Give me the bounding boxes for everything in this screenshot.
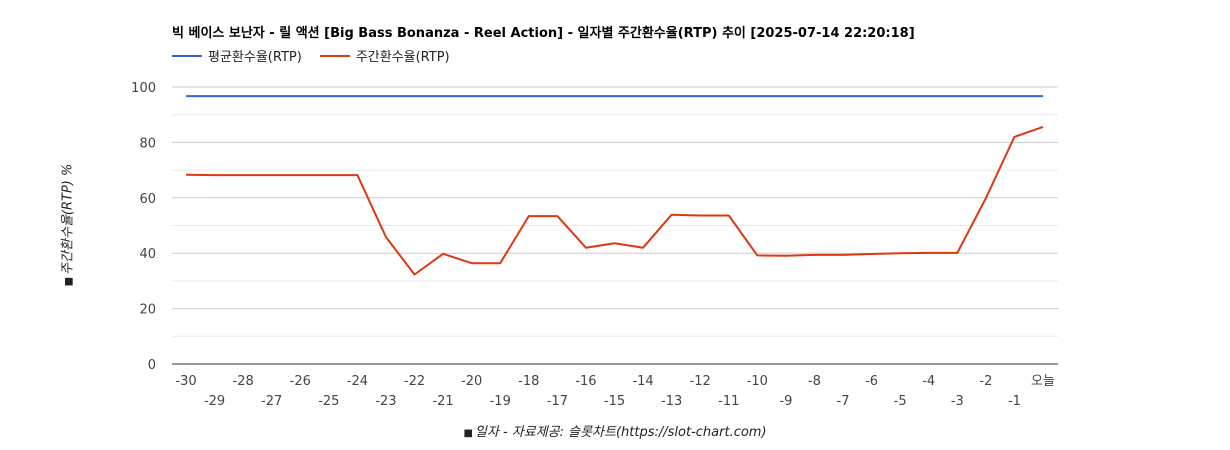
x-tick-label: -22 [404,374,425,389]
y-axis-title: ■주간환수율(RTP) % [57,164,76,287]
legend-item-average[interactable]: 평균환수율(RTP) [172,46,302,65]
x-tick-label: -29 [204,394,225,409]
x-axis-marker-icon: ■ [463,428,473,439]
x-tick-label: -1 [1008,394,1021,409]
x-tick-label: -20 [461,374,482,389]
x-tick-label: -26 [290,374,311,389]
x-tick-label: -10 [747,374,768,389]
x-tick-label: -23 [375,394,396,409]
x-tick-label: -12 [690,374,711,389]
x-tick-label: -18 [518,374,539,389]
x-tick-label: -25 [318,394,339,409]
x-tick-label: -7 [837,394,850,409]
x-tick-label: -15 [604,394,625,409]
x-tick-label: -5 [894,394,907,409]
chart-title: 빅 베이스 보난자 - 릴 액션 [Big Bass Bonanza - Ree… [172,26,915,41]
x-tick-label: -9 [779,394,792,409]
legend-label-average: 평균환수율(RTP) [208,50,302,65]
y-tick-label: 0 [148,358,156,373]
y-axis-marker-icon: ■ [63,276,75,287]
x-tick-label: -28 [233,374,254,389]
x-tick-label: -6 [865,374,878,389]
y-tick-label: 20 [139,303,156,318]
x-tick-label: -24 [347,374,368,389]
x-tick-label: -11 [718,394,739,409]
series-line-1 [185,125,1044,276]
x-tick-label: -8 [808,374,821,389]
x-axis-title: ■ 일자 - 자료제공: 슬롯차트(https://slot-chart.com) [463,421,766,440]
y-tick-label: 80 [139,136,156,151]
x-axis-title-text: 일자 - 자료제공: 슬롯차트(https://slot-chart.com) [474,425,767,440]
x-tick-label: -30 [175,374,196,389]
legend-swatch-weekly [319,54,350,57]
x-tick-label: -2 [979,374,992,389]
x-tick-label: 오늘 [1031,374,1055,389]
x-tick-label: -4 [922,374,935,389]
chart-legend: 평균환수율(RTP) 주간환수율(RTP) [172,46,468,65]
x-tick-label: -19 [490,394,511,409]
legend-swatch-average [172,54,202,57]
y-tick-label: 100 [131,81,156,96]
x-tick-label: -21 [432,394,453,409]
x-tick-label: -16 [575,374,596,389]
y-tick-label: 60 [139,192,156,207]
x-tick-label: -13 [661,394,682,409]
x-tick-label: -27 [261,394,282,409]
y-axis-title-text: 주간환수율(RTP) % [60,163,76,275]
x-tick-label: -3 [951,394,964,409]
legend-label-weekly: 주간환수율(RTP) [355,50,450,65]
y-tick-label: 40 [139,247,156,262]
legend-item-weekly[interactable]: 주간환수율(RTP) [319,46,450,65]
x-tick-label: -14 [632,374,653,389]
x-tick-label: -17 [547,394,568,409]
